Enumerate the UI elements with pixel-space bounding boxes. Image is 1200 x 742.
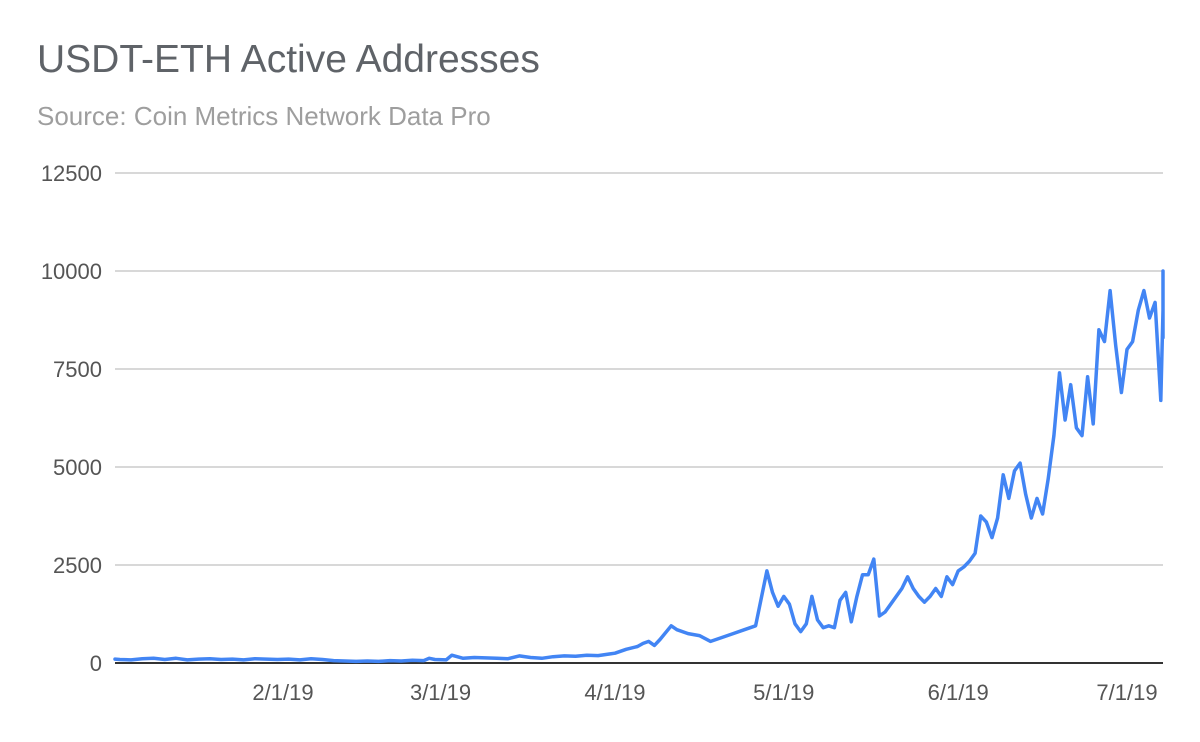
y-tick-label: 7500 xyxy=(53,357,102,382)
y-tick-label: 2500 xyxy=(53,553,102,578)
x-tick-label: 7/1/19 xyxy=(1096,680,1157,705)
x-tick-label: 4/1/19 xyxy=(584,680,645,705)
gridlines xyxy=(115,172,1163,566)
y-tick-label: 12500 xyxy=(41,161,102,186)
series-line-active-addresses xyxy=(113,269,1165,664)
x-tick-label: 2/1/19 xyxy=(252,680,313,705)
y-axis: 0 2500 5000 7500 10000 12500 xyxy=(41,161,102,676)
y-tick-label: 10000 xyxy=(41,259,102,284)
y-tick-label: 0 xyxy=(90,651,102,676)
x-tick-label: 6/1/19 xyxy=(928,680,989,705)
chart-subtitle: Source: Coin Metrics Network Data Pro xyxy=(37,101,491,131)
chart-title: USDT-ETH Active Addresses xyxy=(37,38,540,81)
y-tick-label: 5000 xyxy=(53,455,102,480)
x-tick-label: 3/1/19 xyxy=(410,680,471,705)
x-axis: 2/1/19 3/1/19 4/1/19 5/1/19 6/1/19 7/1/19 xyxy=(252,680,1157,705)
x-tick-label: 5/1/19 xyxy=(753,680,814,705)
